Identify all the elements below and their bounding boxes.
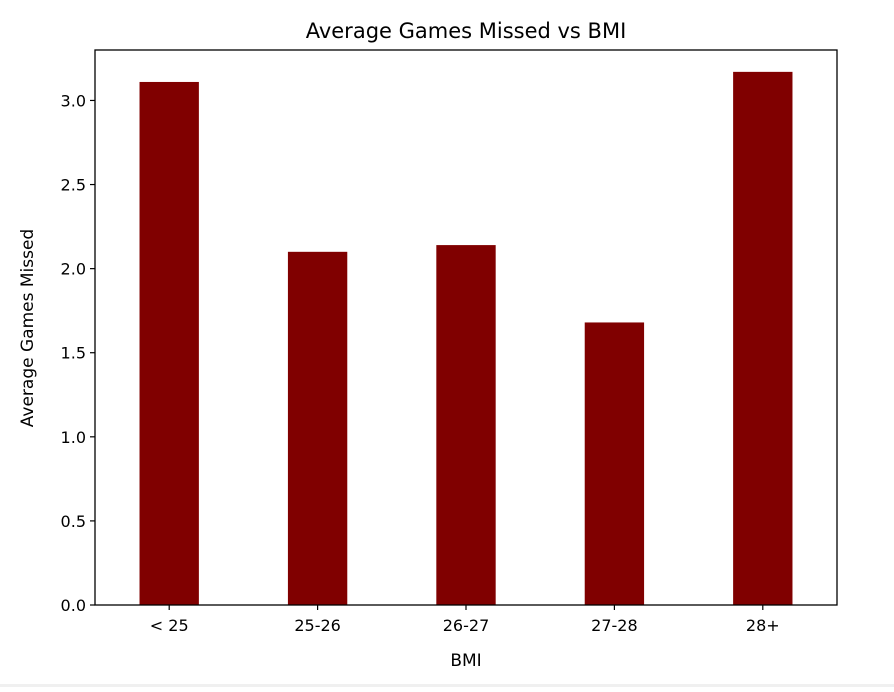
x-tick-label-2: 26-27	[443, 616, 490, 635]
y-tick-label-3: 1.5	[61, 344, 86, 363]
bar-3	[584, 322, 645, 605]
bar-0	[139, 81, 199, 606]
plot-frame	[94, 49, 838, 606]
y-tick-label-0: 0.0	[61, 596, 86, 615]
y-axis-label: Average Games Missed	[18, 229, 38, 427]
x-tick-label-4: 28+	[746, 616, 780, 635]
bars-group	[139, 71, 793, 606]
bar-1	[287, 251, 348, 605]
plot-area	[94, 49, 838, 606]
x-axis: < 25 25-26 26-27 27-28 28+	[150, 605, 780, 635]
y-tick-label-2: 1.0	[61, 428, 86, 447]
y-tick-label-1: 0.5	[61, 512, 86, 531]
y-axis: 0.0 0.5 1.0 1.5 2.0 2.5 3.0	[61, 91, 95, 615]
x-tick-label-0: < 25	[150, 616, 189, 635]
footer-strip	[0, 684, 894, 687]
y-tick-label-5: 2.5	[61, 176, 86, 195]
chart-title: Average Games Missed vs BMI	[306, 19, 627, 43]
x-tick-label-1: 25-26	[294, 616, 341, 635]
y-tick-label-4: 2.0	[61, 260, 86, 279]
x-axis-label: BMI	[450, 651, 481, 671]
x-tick-label-3: 27-28	[591, 616, 638, 635]
bar-4	[733, 71, 793, 605]
bar-2	[436, 245, 496, 605]
y-tick-label-6: 3.0	[61, 91, 86, 110]
